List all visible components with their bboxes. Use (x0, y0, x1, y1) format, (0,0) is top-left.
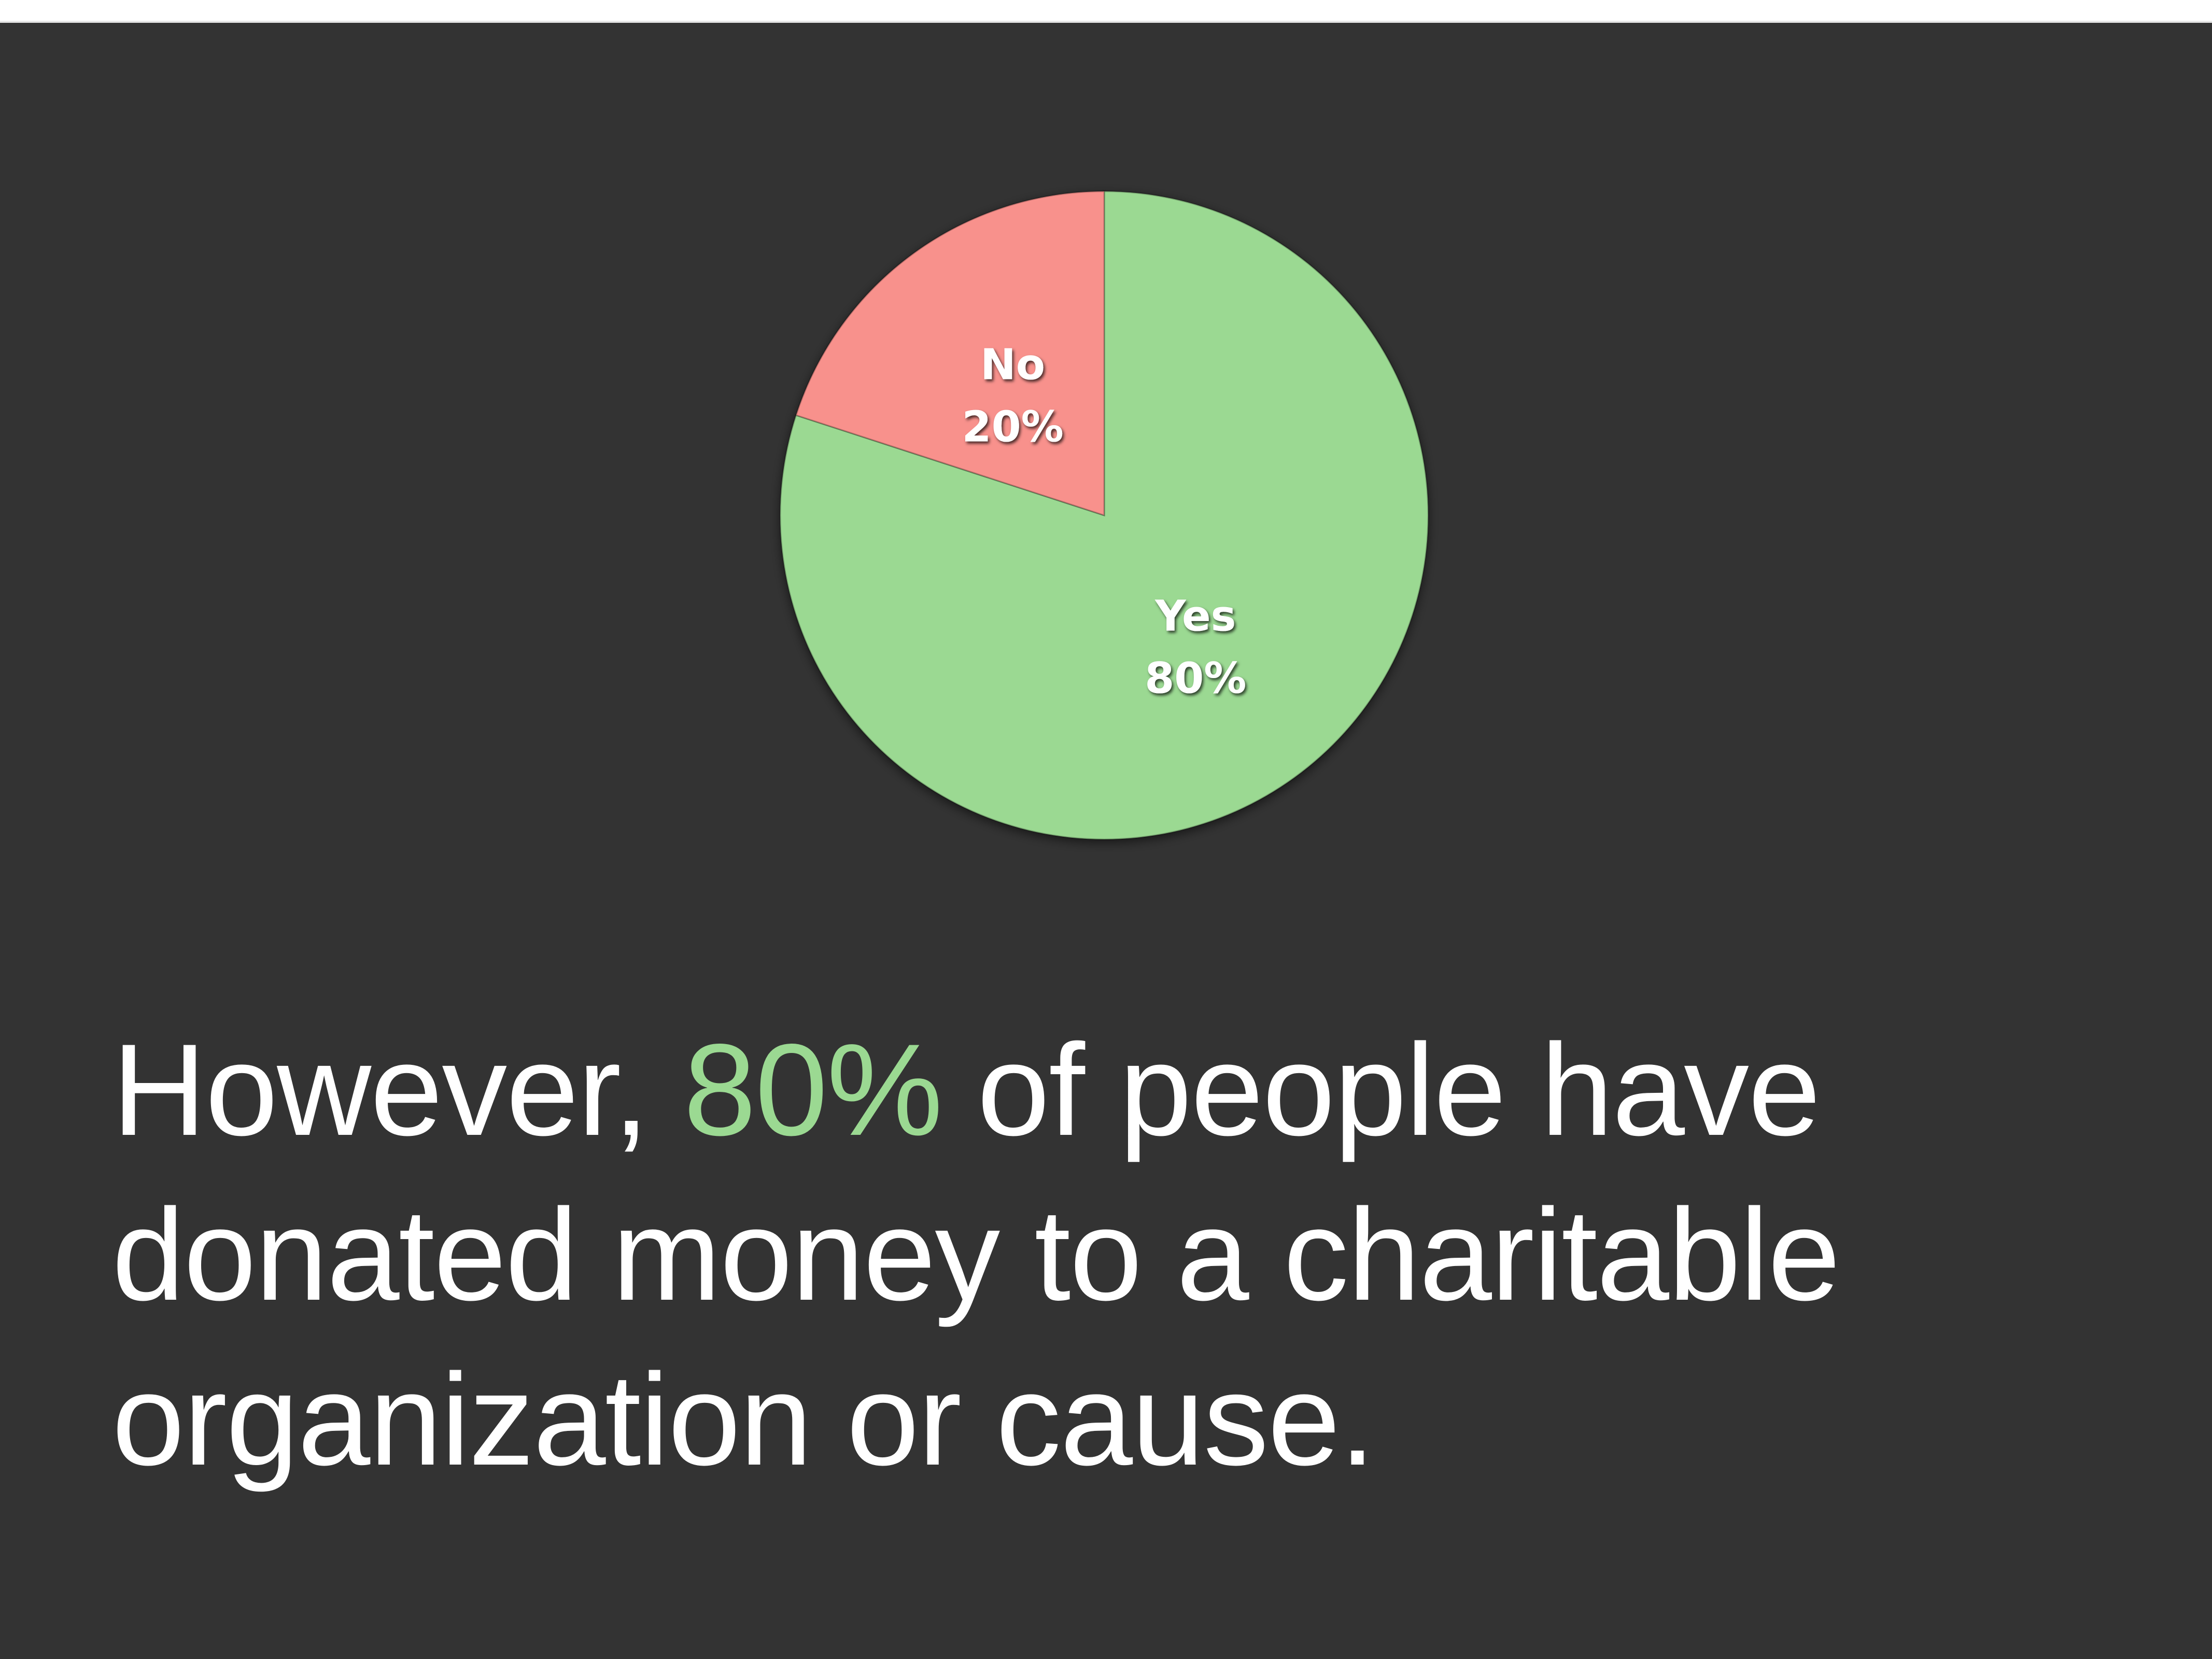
pie-label-yes: Yes 80% (1145, 592, 1246, 704)
slide: Yes 80% No 20% However, 80% of people have … (0, 21, 2212, 1659)
caption-after: of people have donated money to a charit… (112, 1017, 1840, 1493)
pie-label-no: No 20% (962, 340, 1064, 452)
pie-chart-svg: Yes 80% No 20% (779, 190, 1429, 840)
pie-label-value-yes: 80% (1145, 654, 1246, 704)
caption-highlight: 80% (683, 1017, 942, 1163)
pie-label-value-no: 20% (962, 402, 1064, 452)
pie-chart: Yes 80% No 20% (767, 178, 1441, 852)
pie-label-name-no: No (980, 340, 1045, 389)
pie-label-name-yes: Yes (1154, 592, 1236, 641)
caption-before: However, (112, 1017, 684, 1163)
slide-caption: However, 80% of people have donated mone… (112, 1008, 2082, 1502)
pie-slice-no (795, 190, 1105, 517)
